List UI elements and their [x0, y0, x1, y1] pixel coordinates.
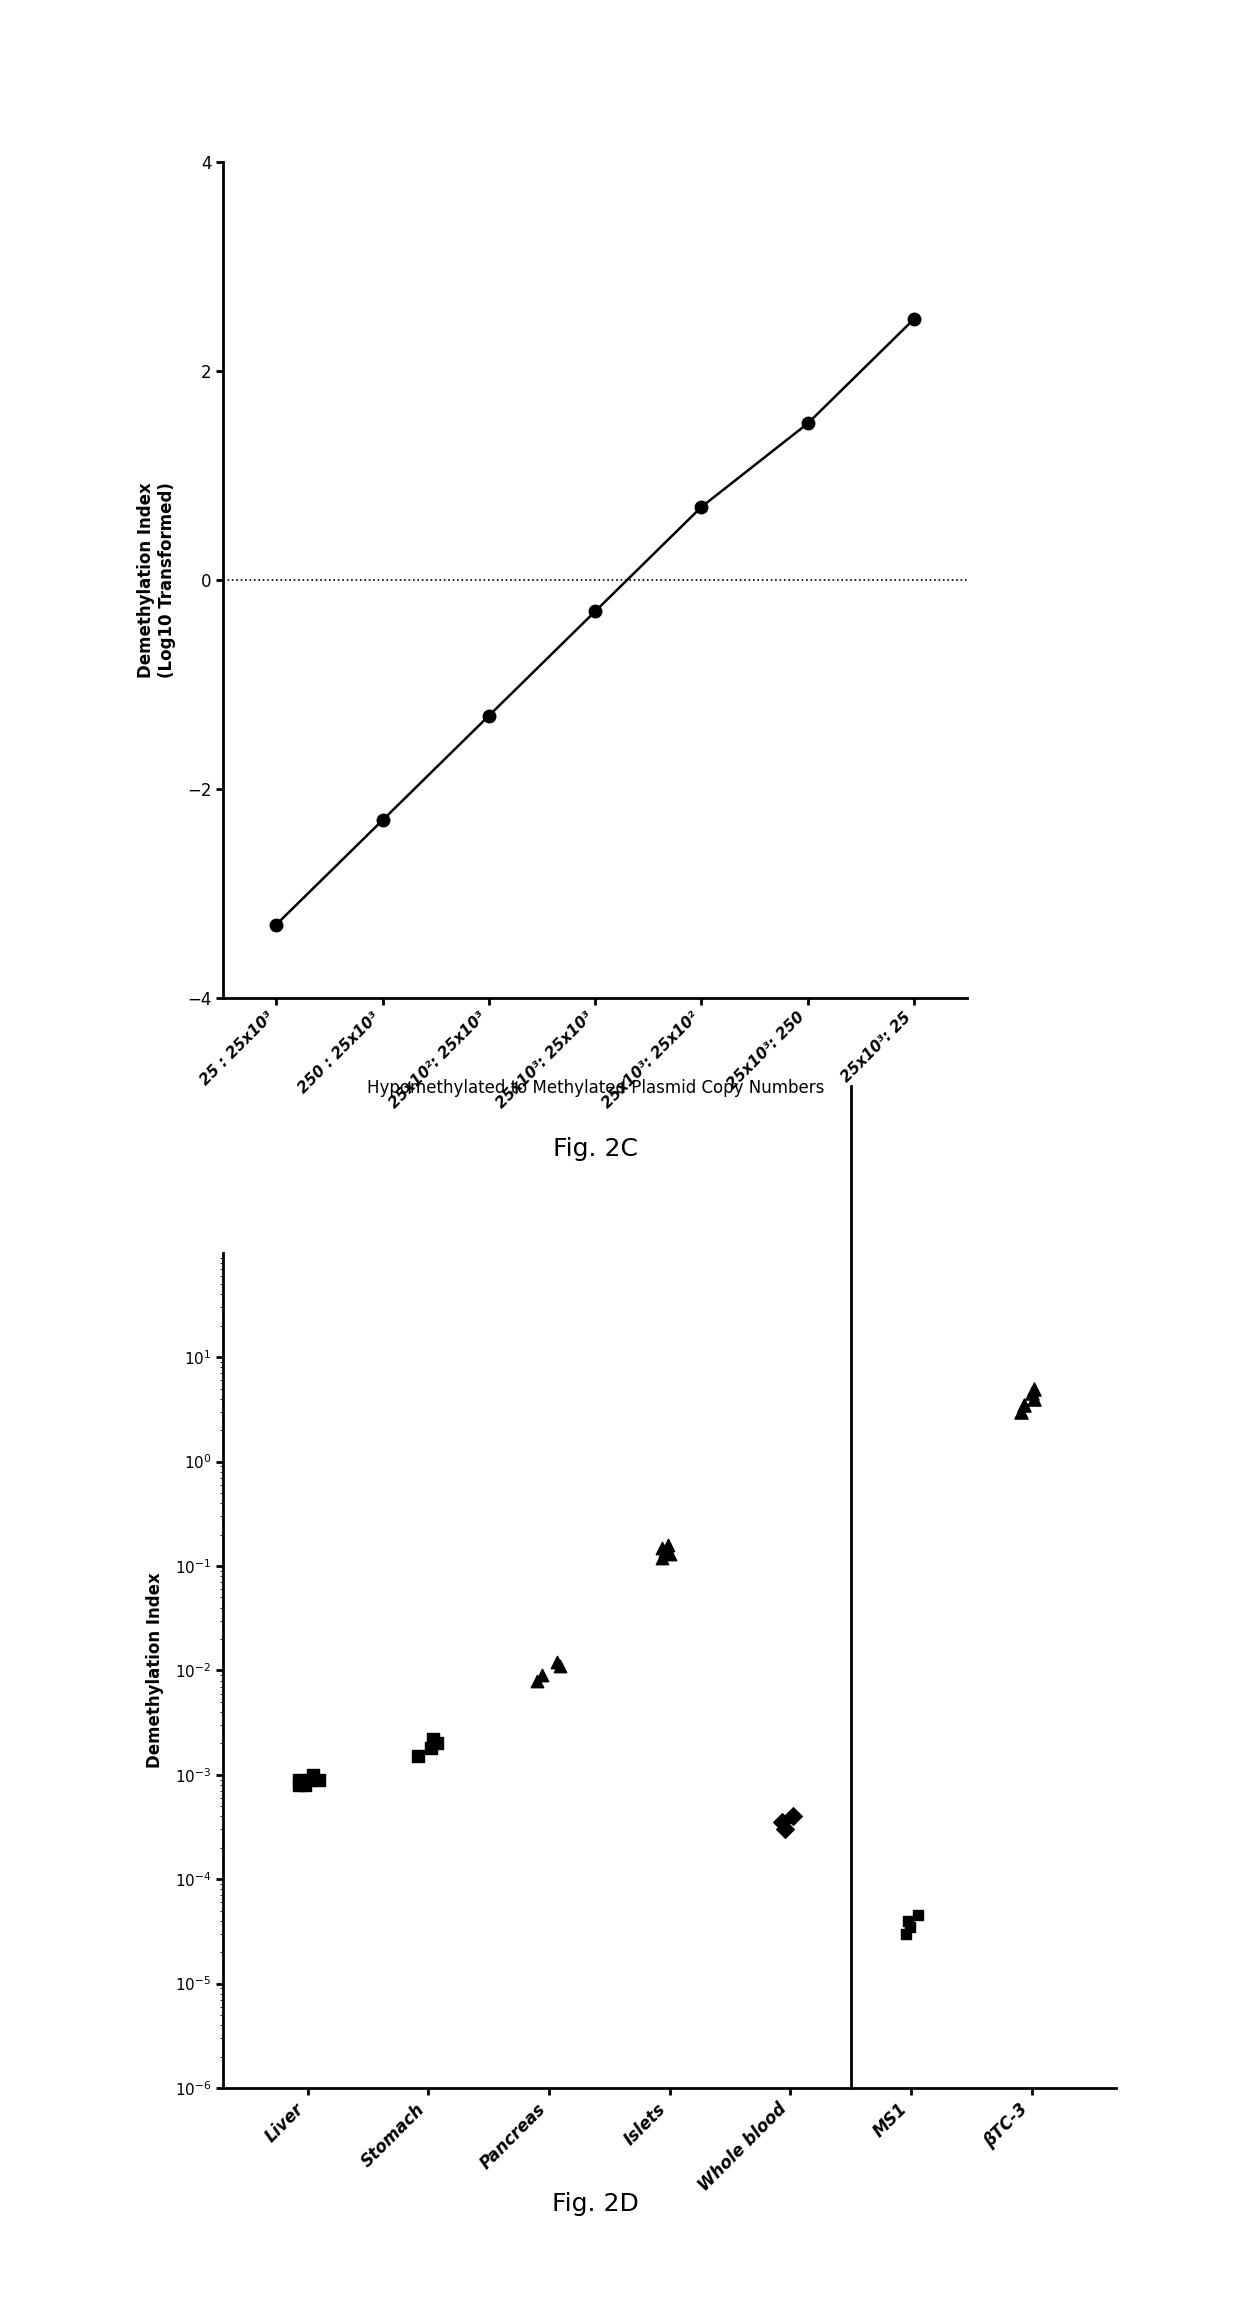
Point: [652, 1538, 672, 1575]
Point: [295, 1766, 315, 1803]
Point: [408, 1738, 428, 1775]
Text: Fig. 2C: Fig. 2C: [553, 1137, 637, 1160]
Text: Fig. 2D: Fig. 2D: [552, 2192, 639, 2216]
Point: [660, 1536, 680, 1573]
Point: [1024, 1380, 1044, 1418]
Point: [547, 1643, 567, 1680]
Point: [900, 1909, 920, 1946]
Point: [300, 1761, 320, 1798]
Point: [309, 1761, 329, 1798]
Point: [775, 1812, 795, 1849]
Point: [652, 1529, 672, 1566]
Point: [420, 1731, 440, 1768]
Point: [1014, 1387, 1034, 1424]
Point: [1011, 1394, 1030, 1431]
Point: [658, 1527, 678, 1564]
Point: [897, 1916, 916, 1953]
Point: [551, 1647, 570, 1684]
Point: [289, 1761, 309, 1798]
Point: [898, 1902, 918, 1940]
Y-axis label: Demethylation Index
(Log10 Transformed): Demethylation Index (Log10 Transformed): [136, 483, 176, 677]
Point: [289, 1766, 309, 1803]
Point: [423, 1721, 443, 1759]
Point: [782, 1798, 802, 1835]
Point: [304, 1756, 324, 1793]
Point: [527, 1661, 547, 1698]
Point: [1022, 1376, 1042, 1413]
Y-axis label: Demethylation Index: Demethylation Index: [145, 1573, 164, 1768]
Point: [532, 1656, 552, 1694]
Point: [1024, 1371, 1044, 1408]
Point: [771, 1805, 791, 1842]
Text: Hypomethylated to Methylated Plasmid Copy Numbers: Hypomethylated to Methylated Plasmid Cop…: [367, 1079, 823, 1097]
Point: [655, 1531, 675, 1568]
Point: [428, 1724, 448, 1761]
Point: [908, 1898, 928, 1935]
